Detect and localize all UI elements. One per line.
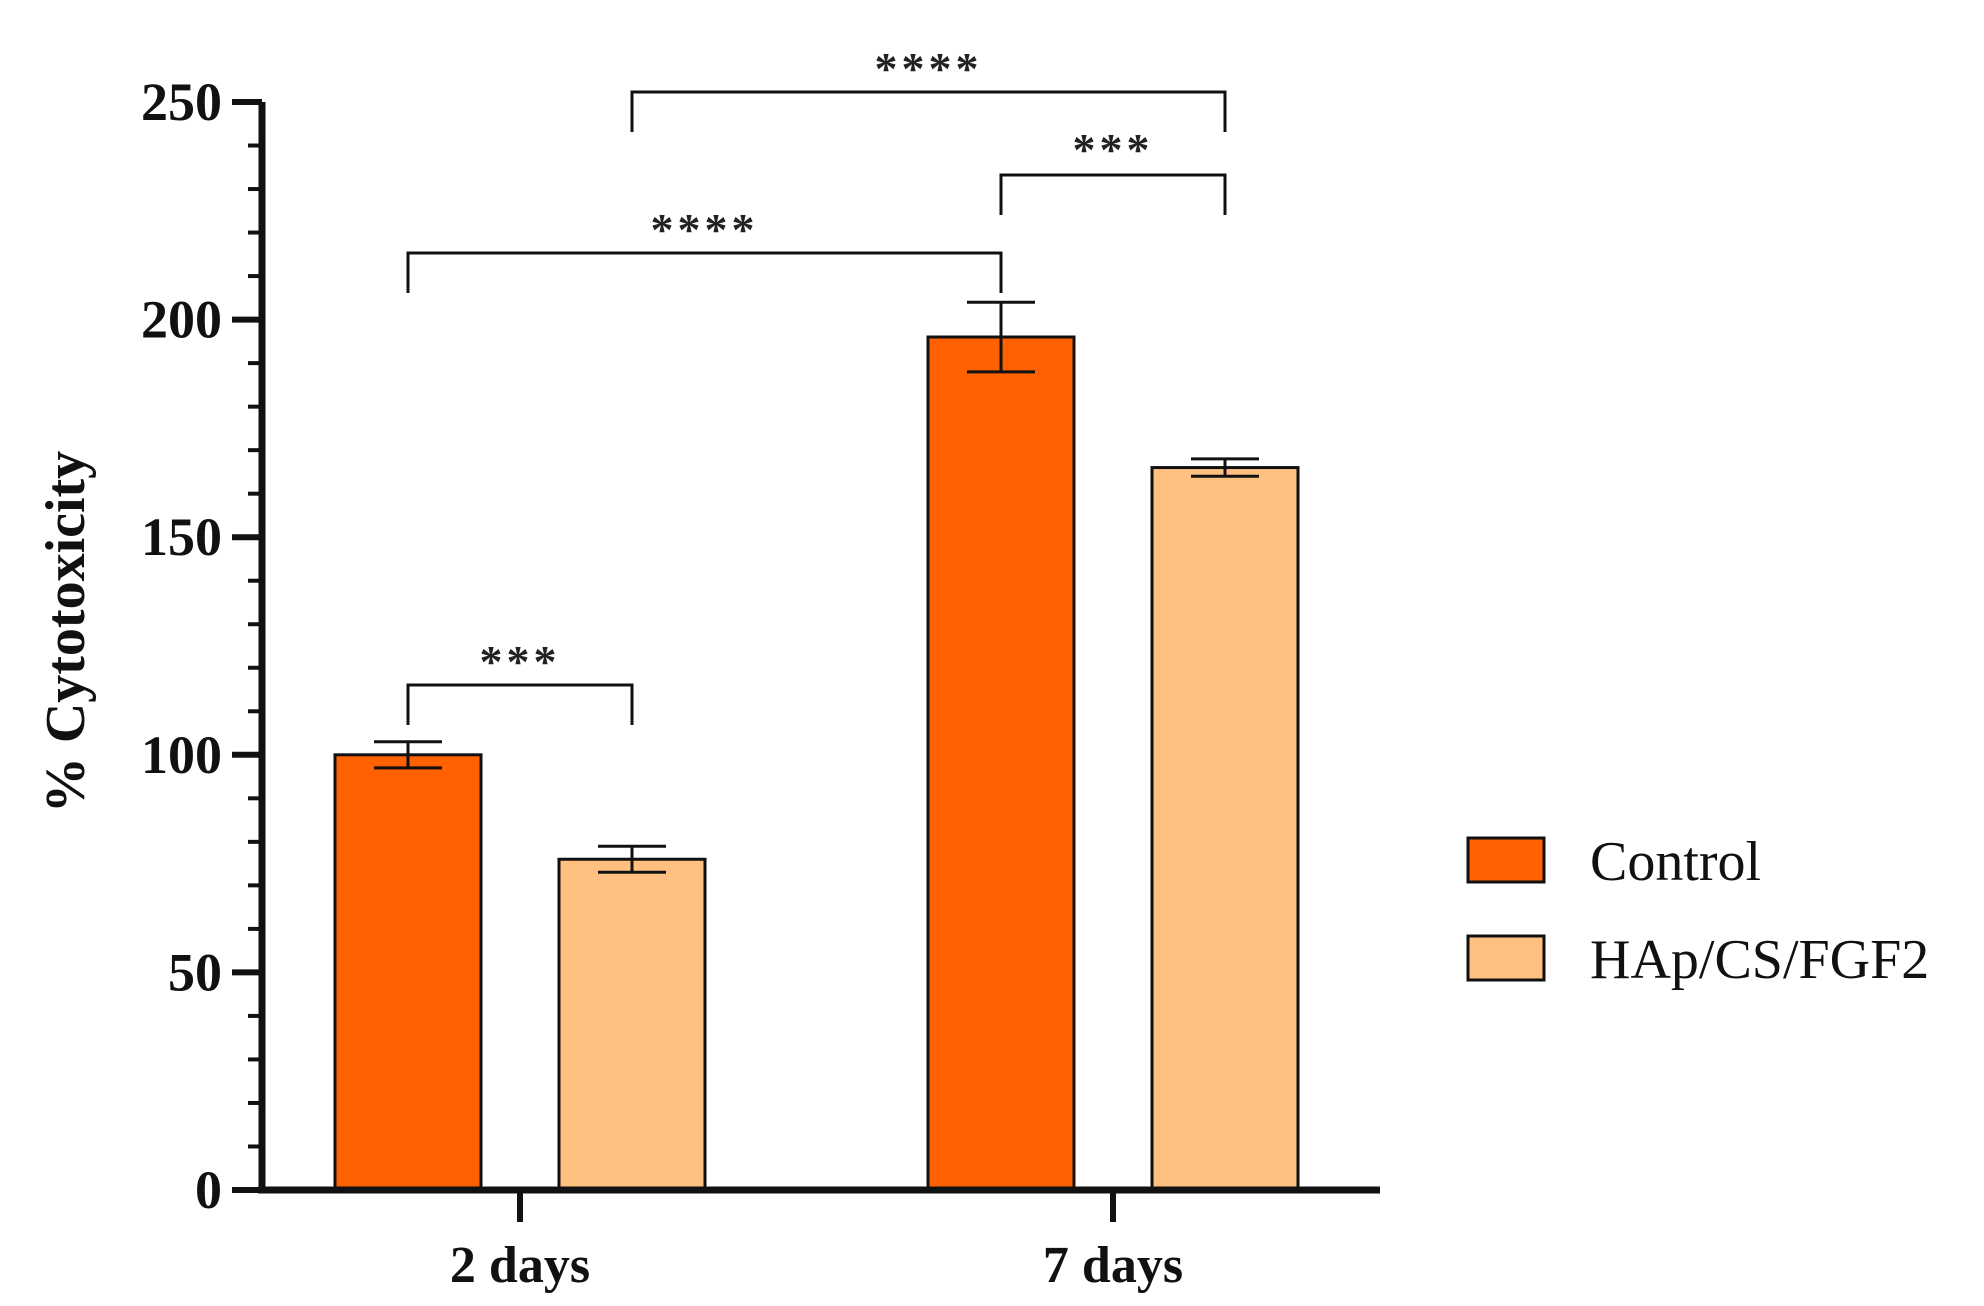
y-tick-label: 0 bbox=[195, 1160, 222, 1220]
bar-1-0 bbox=[557, 857, 707, 1192]
y-tick-label: 100 bbox=[141, 725, 222, 785]
bar-0-1 bbox=[926, 335, 1076, 1192]
significance-label: *** bbox=[480, 636, 561, 687]
y-axis-title: % Cytotoxicity bbox=[35, 451, 97, 813]
x-category-label: 2 days bbox=[450, 1237, 590, 1294]
x-category-label: 7 days bbox=[1043, 1237, 1183, 1294]
error-bars bbox=[374, 300, 1259, 874]
significance-bracket bbox=[406, 251, 1003, 293]
legend-swatch-0 bbox=[1466, 836, 1546, 884]
bars bbox=[333, 335, 1300, 1192]
significance-label: **** bbox=[875, 43, 983, 94]
significance-bracket bbox=[406, 683, 634, 725]
legend-label-0: Control bbox=[1590, 831, 1761, 893]
legend: Control HAp/CS/FGF2 bbox=[1466, 831, 1929, 991]
legend-swatch-1 bbox=[1466, 934, 1546, 982]
significance-bracket bbox=[999, 173, 1227, 215]
axes: 0 50 100 150 200 250 2 days 7 days bbox=[141, 72, 1380, 1294]
legend-label-1: HAp/CS/FGF2 bbox=[1590, 929, 1929, 991]
bar-1-1 bbox=[1150, 466, 1300, 1192]
significance-label: **** bbox=[651, 204, 759, 255]
y-tick-label: 150 bbox=[141, 507, 222, 567]
y-tick-label: 250 bbox=[141, 72, 222, 132]
significance-label: *** bbox=[1073, 124, 1154, 175]
significance-brackets: ************** bbox=[406, 43, 1227, 725]
bar-0-0 bbox=[333, 753, 483, 1192]
significance-bracket bbox=[630, 90, 1227, 132]
y-tick-label: 200 bbox=[141, 290, 222, 350]
y-tick-label: 50 bbox=[168, 942, 222, 1002]
